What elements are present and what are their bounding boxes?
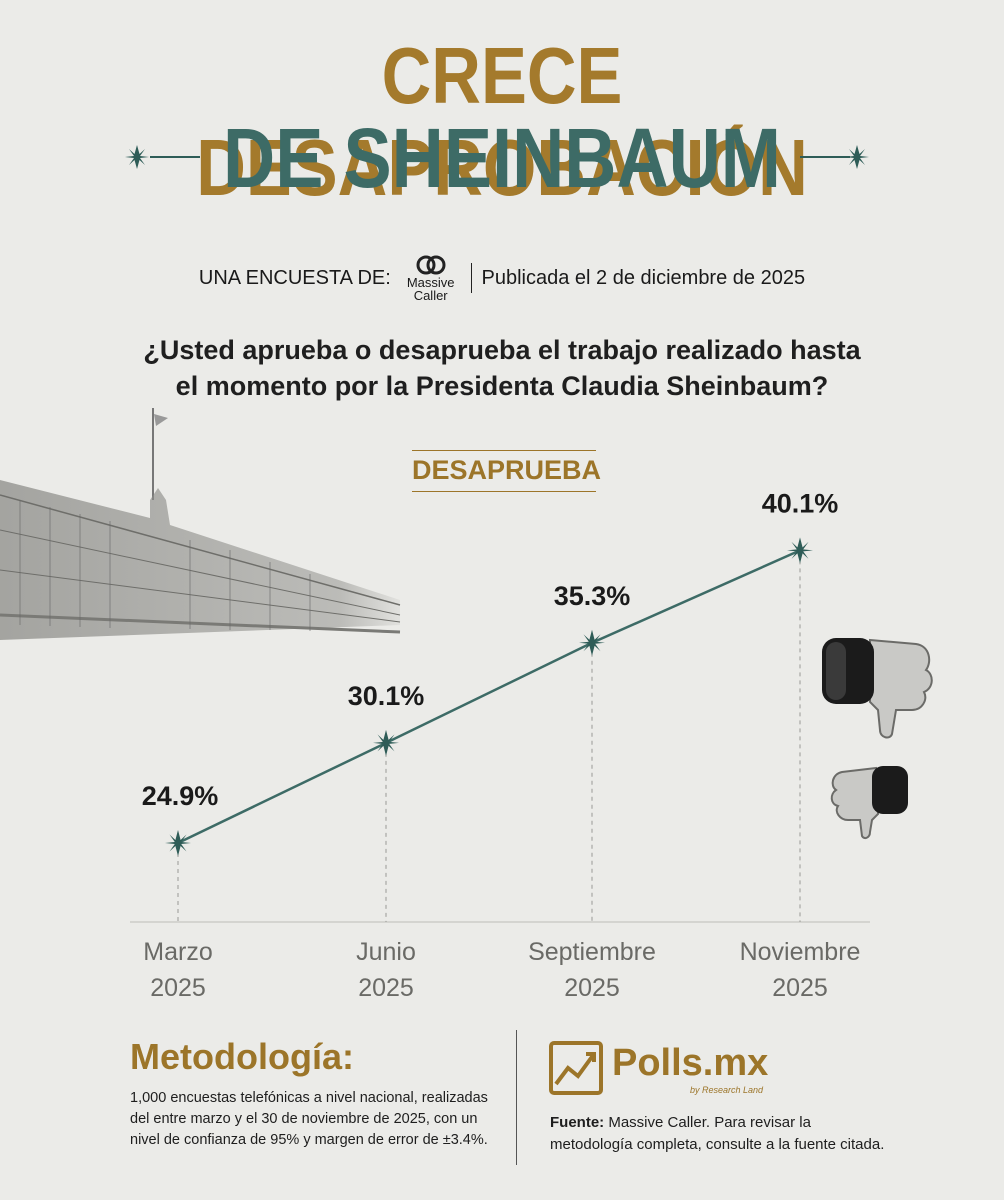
- question-line-1: ¿Usted aprueba o desaprueba el trabajo r…: [143, 335, 861, 365]
- palace-building-illustration: [0, 408, 401, 640]
- byline-separator: [470, 263, 472, 293]
- byline: UNA ENCUESTA DE: Massive Caller Publicad…: [0, 254, 1004, 302]
- data-point-marker: [787, 537, 813, 564]
- thumbs-down-icon: [830, 766, 908, 840]
- brand-subtitle: by Research Land: [690, 1085, 764, 1095]
- source-label: Fuente:: [550, 1114, 605, 1131]
- methodology-text: 1,000 encuestas telefónicas a nivel naci…: [130, 1090, 488, 1148]
- title-line-1: CRECE DESAPROBACIÓN: [196, 31, 808, 212]
- pollster-logo-line2: Caller: [413, 288, 448, 303]
- data-point-marker: [373, 729, 399, 756]
- polls-chart-logo-icon: [549, 1041, 603, 1095]
- question-line-2: el momento por la Presidenta Claudia She…: [175, 371, 829, 401]
- x-tick-label: Marzo: [143, 938, 212, 966]
- source-text: Massive Caller. Para revisar la metodolo…: [550, 1114, 885, 1153]
- data-point-marker: [165, 830, 191, 856]
- brand-name: Polls.mx: [612, 1042, 769, 1084]
- data-label: 35.3%: [554, 581, 631, 611]
- series-label: DESAPRUEBA: [412, 450, 601, 492]
- published-date: Publicada el 2 de diciembre de 2025: [481, 266, 806, 289]
- x-tick-label: 2025: [150, 974, 206, 1002]
- pollster-logo-line1: Massive: [406, 275, 455, 290]
- ornament-line-right: [800, 156, 850, 158]
- x-tick-label: 2025: [358, 974, 414, 1002]
- star-ornament-icon: [845, 145, 869, 169]
- title-line-2: DE SHEINBAUM: [223, 111, 781, 205]
- byline-prefix: UNA ENCUESTA DE:: [198, 266, 391, 289]
- x-tick-label: 2025: [772, 974, 828, 1002]
- ornament-line-left: [150, 156, 200, 158]
- x-tick-label: 2025: [564, 974, 620, 1002]
- data-label: 24.9%: [142, 781, 219, 811]
- data-label: 30.1%: [348, 681, 425, 711]
- x-tick-label: Noviembre: [740, 938, 861, 966]
- source-note: Fuente: Massive Caller. Para revisar la …: [550, 1112, 890, 1156]
- series-line: [177, 549, 801, 845]
- star-ornament-icon: [125, 145, 149, 169]
- data-label: 40.1%: [762, 488, 839, 518]
- massive-caller-logo-icon: Massive Caller: [407, 254, 455, 302]
- survey-question: ¿Usted aprueba o desaprueba el trabajo r…: [0, 332, 1004, 404]
- x-tick-label: Septiembre: [528, 938, 656, 966]
- footer-divider: [516, 1030, 517, 1165]
- x-tick-label: Junio: [356, 938, 416, 966]
- line-chart: 24.9% 30.1% 35.3% 40.1% Marzo 2025 Junio 2025 Se…: [130, 488, 870, 1002]
- data-point-marker: [579, 629, 605, 656]
- thumbs-down-icon: [822, 638, 933, 739]
- methodology-title: Metodología:: [130, 1036, 354, 1077]
